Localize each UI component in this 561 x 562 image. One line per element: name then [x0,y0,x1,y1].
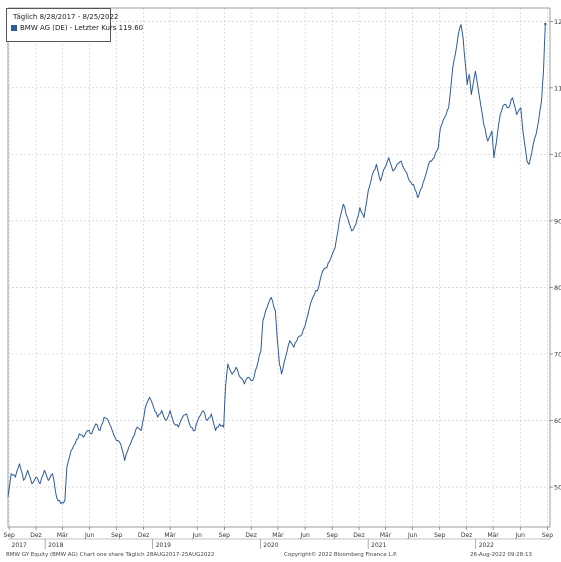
footer-timestamp: 26-Aug-2022 09:28:13 [470,552,533,558]
x-tick-label: Sep [434,532,446,539]
x-tick-label: Mär [272,532,284,539]
x-tick-label: Jun [192,532,203,539]
x-tick-label: Sep [4,532,16,539]
plot-border [7,7,551,528]
y-tick-label: 60 [554,417,561,425]
series-line-bmw [7,23,546,505]
x-tick-label: Mär [380,532,392,539]
legend-swatch [11,25,17,31]
x-tick-label: Dez [353,532,364,539]
footer-copyright: Copyright© 2022 Bloomberg Finance L.P. [284,552,398,558]
x-tick-label: Jun [515,532,526,539]
y-tick-label: 110 [554,84,561,92]
x-tick-label: Sep [219,532,231,539]
x-year-label: 2021 [371,542,386,549]
x-tick-label: Dez [245,532,256,539]
x-tick-label: Mär [164,532,176,539]
y-tick-label: 120 [554,18,561,26]
x-axis: Sep Dez Mär Jun Sep Dez Mär Jun Sep Dez Mär Jun Sep D… [4,527,554,549]
x-tick-label: Sep [327,532,339,539]
y-tick-label: 90 [554,217,561,225]
y-tick-label: 70 [554,351,561,359]
x-year-label: 2018 [48,542,63,549]
x-tick-label: Jun [84,532,95,539]
legend-series-entry: BMW AG (DE) - Letzter Kurs 119.60 [11,24,143,32]
x-tick-label: Mär [57,532,69,539]
x-year-label: 2022 [479,542,494,549]
y-axis: 50 60 70 80 90 100 110 120 [550,18,561,492]
legend-date-range: Täglich 8/28/2017 - 8/25/2022 [13,13,119,21]
x-year-label: 2020 [263,542,278,549]
legend-series-label: BMW AG (DE) - Letzter Kurs 119.60 [20,24,144,32]
y-tick-label: 50 [554,484,561,492]
x-tick-label: Jun [407,532,418,539]
x-tick-label: Sep [542,532,554,539]
grid-lines [8,8,550,527]
last-price-point [544,22,547,26]
legend: Täglich 8/28/2017 - 8/25/2022 BMW AG (DE… [6,8,143,42]
x-tick-label: Dez [138,532,149,539]
x-year-label: 2019 [156,542,171,549]
y-tick-label: 80 [554,284,561,292]
x-year-label: 2017 [12,542,27,549]
x-tick-label: Mär [487,532,499,539]
x-tick-label: Sep [111,532,123,539]
y-tick-label: 100 [554,151,561,159]
x-tick-label: Dez [461,532,472,539]
x-tick-label: Dez [30,532,41,539]
series-layer [7,22,547,505]
plot-frame [7,7,551,540]
footer-source: BMW GY Equity (BMW AG) Chart one share T… [6,552,215,558]
x-tick-label: Jun [299,532,310,539]
